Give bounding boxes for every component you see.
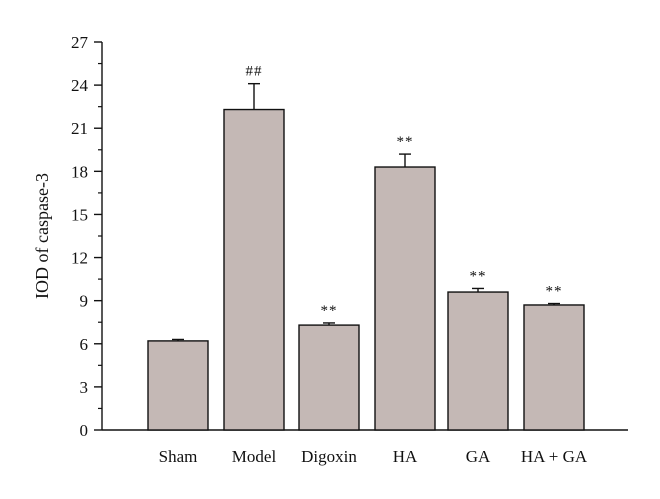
x-tick-label: Model	[232, 447, 277, 466]
significance-marker: **	[321, 303, 338, 319]
x-tick-label: Sham	[159, 447, 198, 466]
y-tick-label: 27	[71, 33, 89, 52]
y-tick-label: 9	[80, 292, 89, 311]
y-tick-label: 6	[80, 335, 89, 354]
significance-marker: **	[397, 134, 414, 150]
y-tick-label: 0	[80, 421, 89, 440]
bar	[223, 108, 285, 431]
y-tick-label: 18	[71, 162, 88, 181]
y-tick-label: 24	[71, 76, 89, 95]
x-tick-label: HA + GA	[521, 447, 588, 466]
x-axis: Sham Model Digoxin HA GA HA + GA	[102, 429, 628, 466]
bar	[447, 291, 509, 431]
bars-group: ## ** ** ** **	[147, 64, 585, 431]
bar	[523, 304, 585, 431]
y-tick-label: 12	[71, 249, 88, 268]
y-tick-label: 3	[80, 378, 89, 397]
y-tick-label: 15	[71, 205, 88, 224]
bar	[374, 166, 436, 431]
x-tick-label: GA	[466, 447, 491, 466]
significance-marker: **	[470, 268, 487, 284]
significance-marker: **	[546, 284, 563, 300]
x-tick-label: Digoxin	[301, 447, 357, 466]
x-tick-label: HA	[393, 447, 418, 466]
y-axis-label: IOD of caspase-3	[32, 173, 52, 299]
bar	[298, 324, 360, 431]
significance-marker: ##	[246, 64, 263, 80]
y-axis: 0 3 6 9 12 15 18 21 24 27	[71, 33, 103, 440]
bar	[147, 340, 209, 431]
y-tick-label: 21	[71, 119, 88, 138]
